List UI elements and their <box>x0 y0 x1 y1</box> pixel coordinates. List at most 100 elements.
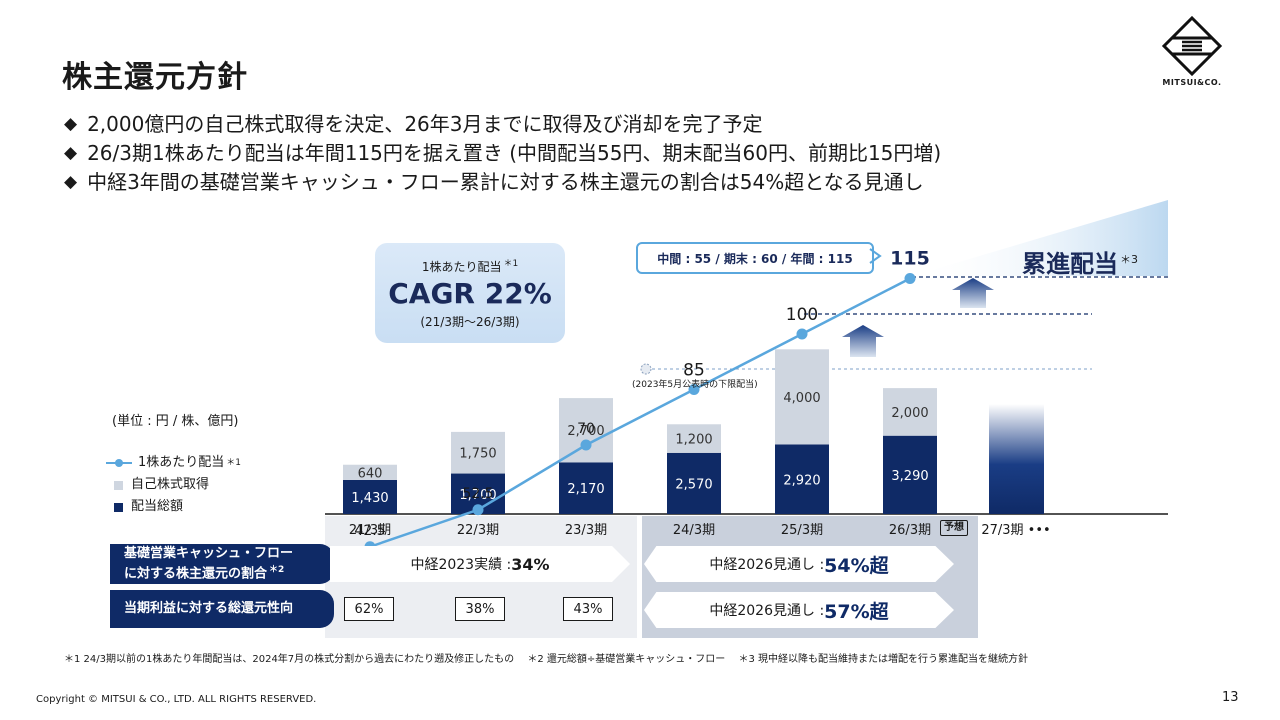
bar-label-buyback: 1,200 <box>675 433 712 448</box>
payout-2026-value: 57%超 <box>824 600 889 623</box>
unit-label: (単位 : 円 / 株、億円) <box>112 414 239 429</box>
bar-label-buyback: 4,000 <box>783 391 820 406</box>
x-tick-label: 23/3期 <box>565 523 607 538</box>
bar-buyback <box>667 424 721 453</box>
footnote-mark: ＊2 <box>269 564 285 575</box>
bar-label-buyback: 2,700 <box>567 424 604 439</box>
dps-breakdown-badge: 中間 : 55 / 期末 : 60 / 年間 : 115 <box>636 242 874 274</box>
diamond-icon: ◆ <box>64 172 78 192</box>
payout-row-label: 当期利益に対する総還元性向 <box>110 590 334 628</box>
bar-label-buyback: 1,750 <box>459 447 496 462</box>
bar-label-dividend: 2,170 <box>567 482 604 497</box>
bar-buyback <box>775 349 829 445</box>
bullet-text: 26/3期1株あたり配当は年間115円を据え置き (中間配当55円、期末配当60… <box>87 141 942 165</box>
footnote-mark: ＊1 <box>226 458 242 468</box>
dps-line <box>369 277 911 548</box>
payout-2026-cell: 中経2026見通し : 57%超 <box>644 592 954 628</box>
x-tick-label: 25/3期 <box>781 523 823 538</box>
up-arrow-icon <box>952 278 994 308</box>
bar-label-dividend: 1,700 <box>459 488 496 503</box>
cagr-label-text: 1株あたり配当 <box>421 260 502 274</box>
dps-label: 115 <box>890 248 930 270</box>
bar-dividend <box>667 452 721 514</box>
mitsui-logo: MITSUI&CO. <box>1160 15 1224 90</box>
legend-label: 1株あたり配当 <box>138 455 225 470</box>
bar-label-dividend: 1,430 <box>351 491 388 506</box>
bullet-text: 2,000億円の自己株式取得を決定、26年3月までに取得及び消却を完了予定 <box>87 112 763 136</box>
ratio-2026-cell: 中経2026見通し : 54%超 <box>644 546 954 582</box>
logo-text: MITSUI&CO. <box>1162 78 1222 87</box>
bar-27-3-future <box>989 404 1044 514</box>
dps-label: 85 <box>683 361 705 381</box>
ratio-2026-label: 中経2026見通し : <box>709 557 825 573</box>
bar-dividend <box>559 462 613 514</box>
cagr-period: (21/3期～26/3期) <box>420 315 520 329</box>
legend-label: 自己株式取得 <box>131 477 210 492</box>
cagr-value: CAGR 22% <box>388 277 552 310</box>
payout-value-23-3: 43% <box>563 597 613 621</box>
diamond-icon: ◆ <box>64 143 78 163</box>
x-tick-label: 27/3期 ••• <box>981 523 1050 538</box>
ratio-label-line2: に対する株主還元の割合 <box>124 566 268 582</box>
dps-point <box>688 384 700 395</box>
legend-swatch-buyback <box>114 480 123 490</box>
legend-item-dividend: 配当総額 <box>106 496 241 518</box>
up-arrow-icon <box>842 325 884 357</box>
ratio-2026-value: 54%超 <box>824 554 889 577</box>
bar-buyback <box>883 388 937 436</box>
bullet-item: ◆ 2,000億円の自己株式取得を決定、26年3月までに取得及び消却を完了予定 <box>64 110 941 139</box>
ratio-label-line1: 基礎営業キャッシュ・フロー <box>124 545 294 561</box>
x-tick-label: 26/3期 <box>889 523 931 538</box>
lower-limit-marker <box>640 363 652 375</box>
legend-item-dps: 1株あたり配当 ＊1 <box>106 452 241 474</box>
progressive-dividend-wedge <box>912 200 1168 276</box>
dps-point <box>796 328 808 340</box>
bar-label-dividend: 2,570 <box>675 477 712 492</box>
legend: 1株あたり配当 ＊1 自己株式取得 配当総額 <box>106 452 241 518</box>
legend-item-buyback: 自己株式取得 <box>106 474 241 496</box>
page-number: 13 <box>1222 690 1239 705</box>
dps-point <box>904 273 916 284</box>
dps-label: 52.5 <box>462 486 493 502</box>
bullet-item: ◆ 26/3期1株あたり配当は年間115円を据え置き (中間配当55円、期末配当6… <box>64 139 941 168</box>
bullet-list: ◆ 2,000億円の自己株式取得を決定、26年3月までに取得及び消却を完了予定 ◆… <box>64 110 941 197</box>
bar-buyback <box>343 464 397 480</box>
footnote-mark: ＊1 <box>503 259 519 269</box>
x-tick-label: 22/3期 <box>457 523 499 538</box>
progressive-dividend-text: 累進配当 <box>1022 250 1118 278</box>
legend-swatch-dividend <box>114 502 123 512</box>
bar-dividend <box>883 435 937 514</box>
line-marker-icon <box>106 459 132 467</box>
bar-label-dividend: 3,290 <box>891 469 928 484</box>
dps-label: 42.5 <box>354 523 385 539</box>
bullet-text: 中経3年間の基礎営業キャッシュ・フロー累計に対する株主還元の割合は54%超となる… <box>87 170 924 194</box>
ratio-2023-cell: 中経2023実績 : 34% <box>330 546 630 582</box>
bar-buyback <box>451 431 505 474</box>
dps-point <box>472 504 484 516</box>
cagr-label: 1株あたり配当 ＊1 <box>375 256 565 275</box>
footnote-mark: ＊3 <box>1120 253 1138 266</box>
badge-pointer-icon <box>869 248 882 264</box>
dps-label: 100 <box>786 305 818 325</box>
copyright: Copyright © MITSUI & CO., LTD. ALL RIGHT… <box>36 694 317 705</box>
lower-limit-note: (2023年5月公表時の下限配当) <box>632 380 758 390</box>
dps-point <box>580 439 592 451</box>
dps-label: 70 <box>577 421 595 437</box>
bar-label-buyback: 2,000 <box>891 406 928 421</box>
page-title: 株主還元方針 <box>62 60 248 95</box>
ratio-row-label: 基礎営業キャッシュ・フロー に対する株主還元の割合 ＊2 <box>110 544 334 584</box>
payout-2026-label: 中経2026見通し : <box>709 603 825 619</box>
bar-dividend <box>775 444 829 514</box>
bar-buyback <box>559 398 613 463</box>
legend-label: 配当総額 <box>131 499 184 514</box>
x-tick-label: 21/3期 <box>349 523 391 538</box>
forecast-tag: 予想 <box>940 520 968 536</box>
cagr-box: 1株あたり配当 ＊1 CAGR 22% (21/3期～26/3期) <box>375 243 565 343</box>
bar-label-dividend: 2,920 <box>783 473 820 488</box>
progressive-dividend-label: 累進配当 ＊3 <box>1022 244 1138 279</box>
ratio-2023-value: 34% <box>511 554 550 574</box>
payout-value-22-3: 38% <box>455 597 505 621</box>
diamond-icon: ◆ <box>64 114 78 134</box>
bar-label-buyback: 640 <box>358 466 383 481</box>
bar-dividend <box>343 479 397 514</box>
